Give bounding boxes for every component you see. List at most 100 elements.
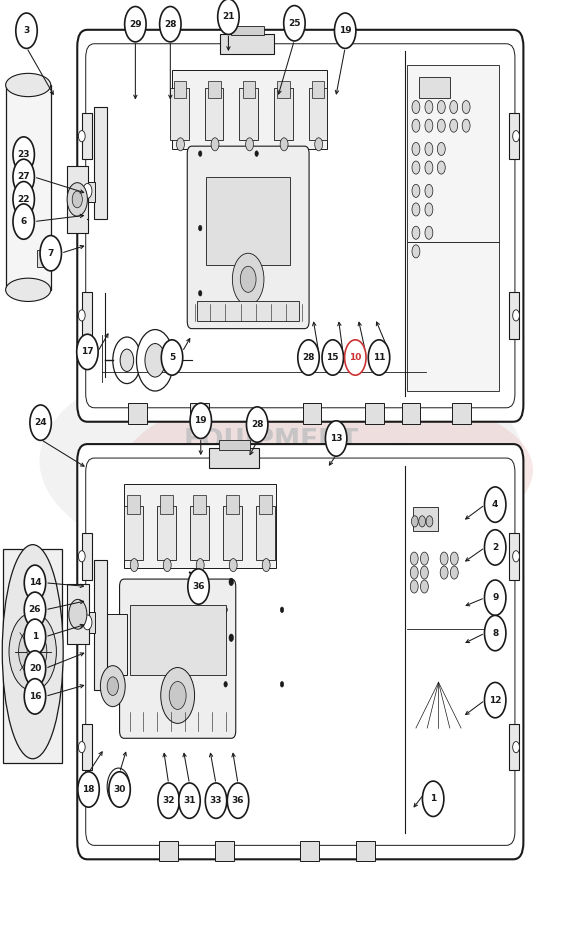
Circle shape	[169, 681, 186, 709]
FancyBboxPatch shape	[77, 444, 523, 859]
Circle shape	[78, 741, 85, 752]
Circle shape	[410, 566, 418, 579]
Circle shape	[410, 580, 418, 593]
Text: 28: 28	[251, 420, 263, 429]
Circle shape	[9, 613, 56, 691]
Circle shape	[513, 551, 519, 562]
Circle shape	[24, 619, 46, 654]
Text: 15: 15	[327, 353, 339, 362]
Circle shape	[227, 783, 249, 818]
Text: 16: 16	[29, 692, 41, 701]
FancyBboxPatch shape	[160, 495, 173, 514]
Text: 31: 31	[183, 796, 196, 805]
FancyBboxPatch shape	[509, 292, 519, 339]
FancyBboxPatch shape	[209, 448, 259, 468]
Circle shape	[232, 253, 264, 305]
Text: EQUIPMENT: EQUIPMENT	[183, 427, 358, 453]
Circle shape	[262, 559, 270, 572]
Text: 12: 12	[489, 695, 501, 705]
Text: 4: 4	[492, 500, 499, 509]
Circle shape	[513, 310, 519, 321]
FancyBboxPatch shape	[452, 403, 471, 424]
Text: 28: 28	[302, 353, 315, 362]
FancyBboxPatch shape	[356, 841, 375, 861]
Circle shape	[412, 142, 420, 155]
Text: 11: 11	[373, 353, 385, 362]
Circle shape	[245, 138, 254, 151]
Circle shape	[120, 349, 134, 371]
FancyBboxPatch shape	[190, 403, 209, 424]
Circle shape	[24, 651, 46, 686]
Text: 21: 21	[222, 12, 235, 21]
Circle shape	[13, 137, 34, 172]
FancyBboxPatch shape	[256, 506, 275, 560]
Circle shape	[412, 184, 420, 197]
FancyBboxPatch shape	[3, 549, 62, 763]
Text: 1: 1	[430, 794, 437, 803]
Circle shape	[484, 530, 506, 565]
Circle shape	[412, 245, 420, 258]
Circle shape	[164, 559, 171, 572]
Circle shape	[410, 552, 418, 565]
Circle shape	[78, 772, 99, 807]
FancyBboxPatch shape	[172, 70, 327, 149]
Text: 10: 10	[349, 353, 362, 362]
Circle shape	[83, 615, 92, 629]
Circle shape	[368, 340, 390, 375]
FancyBboxPatch shape	[82, 292, 92, 339]
FancyBboxPatch shape	[509, 724, 519, 771]
FancyBboxPatch shape	[413, 507, 438, 531]
Circle shape	[284, 6, 305, 41]
Text: 27: 27	[17, 172, 30, 182]
FancyBboxPatch shape	[82, 113, 92, 159]
FancyBboxPatch shape	[82, 724, 92, 771]
Circle shape	[107, 677, 118, 695]
Text: 30: 30	[113, 785, 126, 794]
Text: INC.: INC.	[390, 443, 411, 452]
Circle shape	[30, 405, 51, 440]
Circle shape	[113, 337, 141, 384]
FancyBboxPatch shape	[303, 403, 321, 424]
Circle shape	[168, 681, 171, 687]
Circle shape	[24, 679, 46, 714]
Ellipse shape	[121, 386, 533, 554]
FancyBboxPatch shape	[99, 614, 127, 675]
FancyBboxPatch shape	[130, 605, 226, 675]
FancyBboxPatch shape	[402, 403, 420, 424]
Circle shape	[246, 407, 268, 442]
Circle shape	[412, 203, 420, 216]
FancyBboxPatch shape	[509, 113, 519, 159]
Circle shape	[425, 226, 433, 239]
Circle shape	[224, 607, 227, 613]
Circle shape	[334, 13, 356, 48]
Text: SPECIALISTS: SPECIALISTS	[177, 468, 365, 494]
FancyBboxPatch shape	[300, 841, 319, 861]
Ellipse shape	[39, 344, 525, 577]
Circle shape	[412, 101, 420, 114]
FancyBboxPatch shape	[259, 495, 272, 514]
Text: 5: 5	[169, 353, 175, 362]
Circle shape	[425, 101, 433, 114]
FancyBboxPatch shape	[205, 88, 223, 140]
Circle shape	[322, 340, 343, 375]
FancyBboxPatch shape	[277, 81, 290, 98]
Circle shape	[315, 138, 323, 151]
Circle shape	[280, 607, 284, 613]
Text: 8: 8	[492, 628, 499, 638]
Circle shape	[130, 559, 138, 572]
Circle shape	[325, 421, 347, 456]
Circle shape	[78, 130, 85, 142]
Circle shape	[484, 487, 506, 522]
Circle shape	[199, 225, 202, 231]
Circle shape	[190, 403, 212, 439]
Text: 32: 32	[162, 796, 175, 805]
FancyBboxPatch shape	[6, 85, 51, 290]
FancyBboxPatch shape	[120, 579, 236, 738]
FancyBboxPatch shape	[231, 26, 264, 35]
Circle shape	[484, 682, 506, 718]
Text: 36: 36	[192, 582, 205, 591]
Circle shape	[19, 628, 47, 675]
Circle shape	[450, 552, 458, 565]
FancyBboxPatch shape	[243, 81, 255, 98]
Text: 19: 19	[339, 26, 351, 35]
